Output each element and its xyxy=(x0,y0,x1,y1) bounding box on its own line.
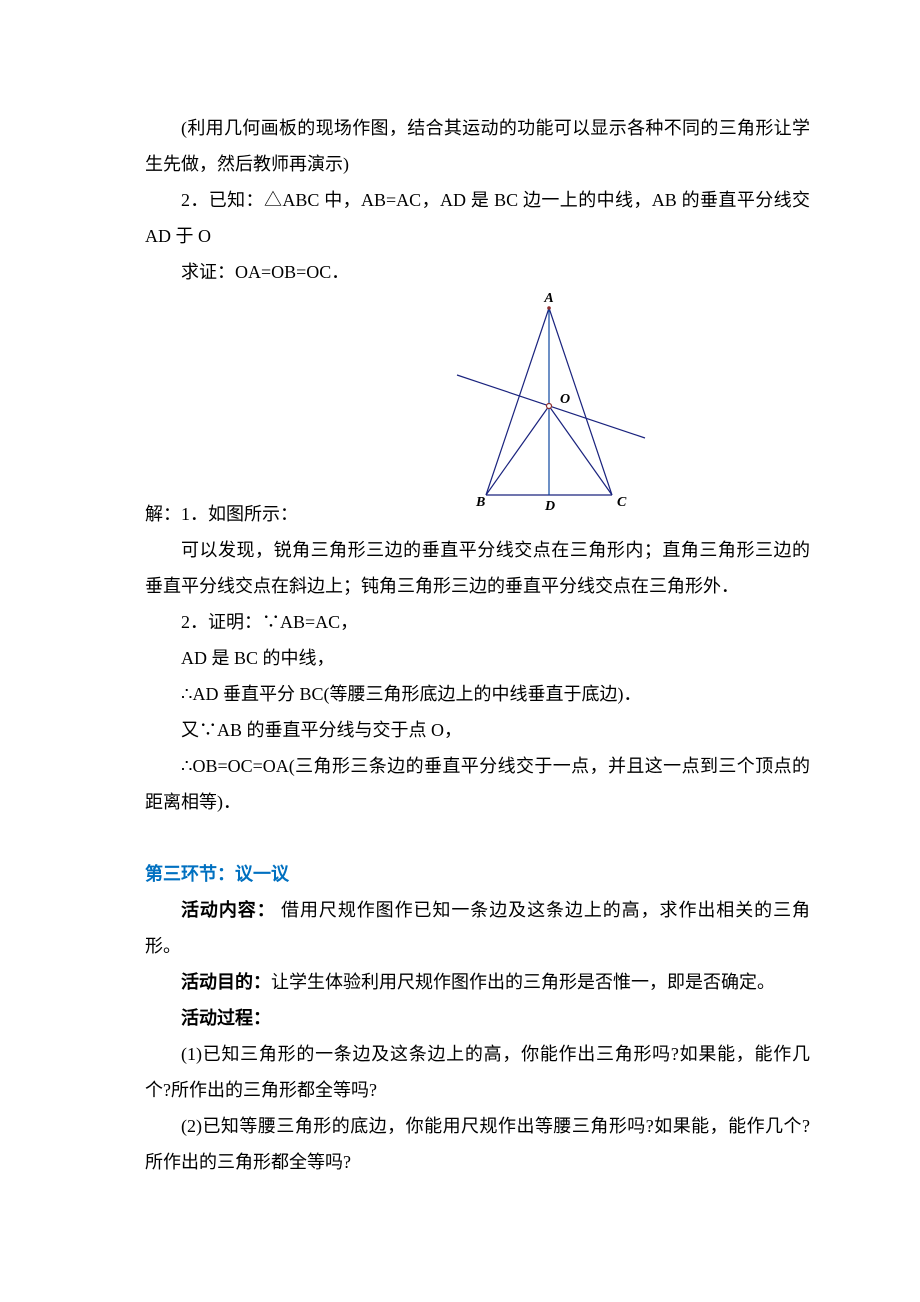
line-ab xyxy=(486,308,549,495)
figure-caption: 解：1．如图所示： xyxy=(145,496,298,532)
line-oc xyxy=(549,406,612,495)
paragraph: (利用几何画板的现场作图，结合其运动的功能可以显示各种不同的三角形让学生先做，然… xyxy=(145,110,810,182)
activity-process: 活动过程： xyxy=(145,1000,810,1036)
label-o: O xyxy=(560,392,570,407)
paragraph: 又∵AB 的垂直平分线与交于点 O， xyxy=(145,712,810,748)
section-heading: 第三环节：议一议 xyxy=(145,856,810,892)
paragraph: ∴OB=OC=OA(三角形三条边的垂直平分线交于一点，并且这一点到三个顶点的距离… xyxy=(145,748,810,820)
label-bold: 活动内容： xyxy=(181,900,276,920)
label-b: B xyxy=(475,495,485,510)
paragraph: AD 是 BC 的中线， xyxy=(145,640,810,676)
activity-purpose: 活动目的：让学生体验利用尺规作图作出的三角形是否惟一，即是否确定。 xyxy=(145,964,810,1000)
label-bold: 活动目的： xyxy=(181,972,271,992)
label-a: A xyxy=(543,291,553,306)
label-d: D xyxy=(544,499,555,514)
figure-row: 解：1．如图所示： A O B D xyxy=(145,290,810,532)
triangle-diagram: A O B D C xyxy=(439,290,679,520)
label-bold: 活动过程： xyxy=(181,1008,271,1028)
paragraph: 求证：OA=OB=OC． xyxy=(145,254,810,290)
paragraph: 可以发现，锐角三角形三边的垂直平分线交点在三角形内；直角三角形三边的垂直平分线交… xyxy=(145,532,810,604)
label-text: 让学生体验利用尺规作图作出的三角形是否惟一，即是否确定。 xyxy=(271,972,775,992)
line-ob xyxy=(486,406,549,495)
point-a xyxy=(547,306,551,310)
paragraph: 2．已知：△ABC 中，AB=AC，AD 是 BC 边一上的中线，AB 的垂直平… xyxy=(145,182,810,254)
paragraph: ∴AD 垂直平分 BC(等腰三角形底边上的中线垂直于底边)． xyxy=(145,676,810,712)
line-ac xyxy=(549,308,612,495)
question: (2)已知等腰三角形的底边，你能用尺规作出等腰三角形吗?如果能，能作几个?所作出… xyxy=(145,1108,810,1180)
figure-holder: A O B D C xyxy=(308,290,810,532)
paragraph: 2．证明：∵AB=AC， xyxy=(145,604,810,640)
document-page: (利用几何画板的现场作图，结合其运动的功能可以显示各种不同的三角形让学生先做，然… xyxy=(0,0,920,1302)
question: (1)已知三角形的一条边及这条边上的高，你能作出三角形吗?如果能，能作几个?所作… xyxy=(145,1036,810,1108)
activity-content: 活动内容： 借用尺规作图作已知一条边及这条边上的高，求作出相关的三角形。 xyxy=(145,892,810,964)
label-c: C xyxy=(617,495,627,510)
point-o xyxy=(547,404,552,409)
